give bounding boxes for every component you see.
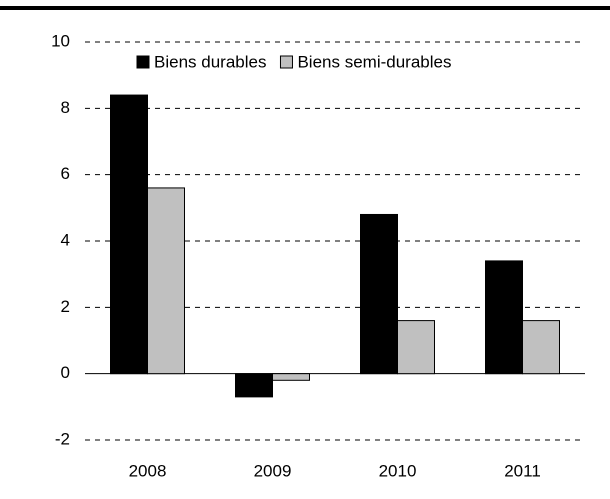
bar	[147, 187, 185, 375]
y-tick-label: 2	[61, 297, 70, 316]
y-tick-label: 0	[61, 363, 70, 382]
x-tick-label: 2009	[254, 461, 292, 480]
y-tick-label: 6	[61, 164, 70, 183]
top-rule	[0, 6, 610, 10]
bar	[522, 320, 560, 375]
bar	[110, 94, 148, 375]
y-tick-label: 4	[61, 230, 70, 249]
legend-swatch	[136, 55, 150, 69]
legend-label: Biens durables	[154, 52, 266, 71]
y-tick-label: 8	[61, 98, 70, 117]
x-tick-label: 2010	[379, 461, 417, 480]
bar	[272, 373, 310, 381]
bar	[360, 213, 398, 375]
y-tick-label: -2	[55, 429, 70, 448]
legend-swatch	[279, 55, 293, 69]
bar	[235, 373, 273, 398]
bar	[485, 260, 523, 375]
x-tick-label: 2008	[129, 461, 167, 480]
bar	[397, 320, 435, 375]
x-tick-label: 2011	[504, 461, 541, 480]
y-tick-label: 10	[51, 31, 70, 50]
legend-label: Biens semi-durables	[297, 52, 451, 71]
